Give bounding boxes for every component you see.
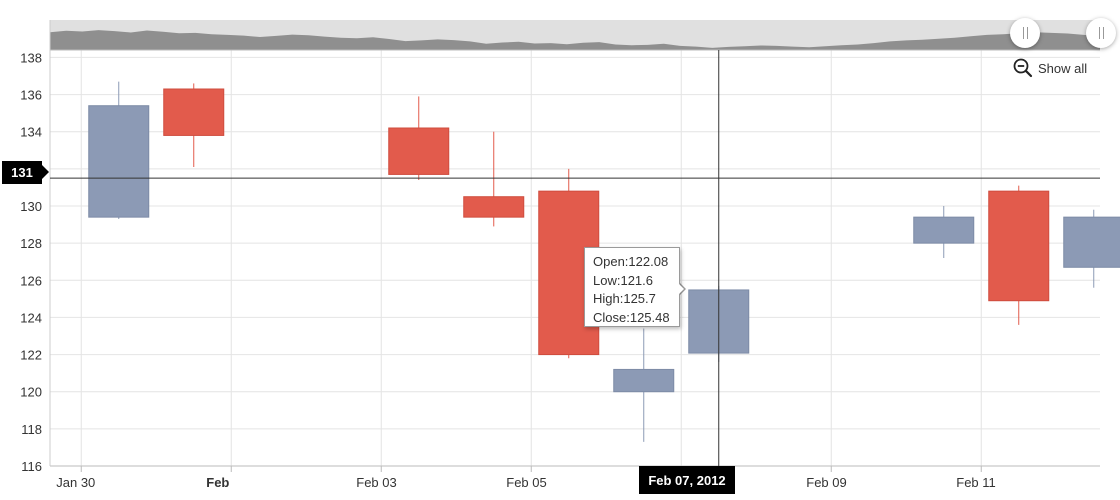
show-all-button[interactable]: Show all <box>1013 57 1087 79</box>
y-tick-label: 136 <box>20 88 42 103</box>
y-tick-label: 134 <box>20 125 42 140</box>
candle-body[interactable] <box>613 368 675 393</box>
y-tick-label: 130 <box>20 199 42 214</box>
crosshair-y-label: 131 <box>2 161 42 184</box>
tooltip-pointer-fill <box>678 283 684 295</box>
navigator-left-handle[interactable] <box>1010 18 1040 48</box>
y-tick-label: 126 <box>20 273 42 288</box>
crosshair <box>50 50 1100 466</box>
grip-icon <box>1098 27 1104 39</box>
x-tick-label: Feb 03 <box>356 475 396 490</box>
y-tick-label: 128 <box>20 236 42 251</box>
candle[interactable] <box>463 131 525 227</box>
candle[interactable] <box>1063 209 1120 288</box>
y-tick-label: 124 <box>20 310 42 325</box>
navigator-area <box>50 30 1100 50</box>
y-tick-label: 138 <box>20 50 42 65</box>
candle[interactable] <box>988 185 1050 325</box>
crosshair-x-label: Feb 07, 2012 <box>639 466 735 494</box>
candle-body[interactable] <box>388 127 450 175</box>
x-tick-label: Feb 09 <box>806 475 846 490</box>
candle-body[interactable] <box>1063 216 1120 268</box>
ohlc-tooltip: Open:122.08 Low:121.6 High:125.7 Close:1… <box>584 247 680 327</box>
x-tick-label: Feb 05 <box>506 475 546 490</box>
show-all-label: Show all <box>1038 60 1088 76</box>
x-tick-label: Feb <box>206 475 229 490</box>
y-tick-label: 120 <box>20 385 42 400</box>
candles[interactable] <box>88 81 1120 442</box>
candle-body[interactable] <box>913 216 975 244</box>
candle[interactable] <box>613 328 675 442</box>
navigator[interactable] <box>50 20 1100 51</box>
candle[interactable] <box>163 83 225 167</box>
tooltip-open: Open:122.08 <box>593 254 669 269</box>
candle-body[interactable] <box>88 105 150 218</box>
navigator-right-handle[interactable] <box>1086 18 1116 48</box>
candle-body[interactable] <box>463 196 525 218</box>
x-tick-label: Jan 30 <box>56 475 95 490</box>
y-tick-label: 122 <box>20 348 42 363</box>
candle-body[interactable] <box>163 88 225 136</box>
zoom-out-icon <box>1013 58 1033 78</box>
y-tick-label: 118 <box>21 422 42 437</box>
candle[interactable] <box>388 96 450 180</box>
candle-body[interactable] <box>988 190 1050 302</box>
y-tick-label: 116 <box>21 459 42 474</box>
crosshair-y-pointer <box>42 165 49 179</box>
tooltip-high: High:125.7 <box>593 291 656 306</box>
grip-icon <box>1022 27 1028 39</box>
candle[interactable] <box>913 206 975 258</box>
tooltip-low: Low:121.6 <box>593 272 653 288</box>
tooltip-close: Close:125.48 <box>593 309 670 325</box>
candle[interactable] <box>88 81 150 219</box>
x-tick-label: Feb 11 <box>956 475 996 490</box>
